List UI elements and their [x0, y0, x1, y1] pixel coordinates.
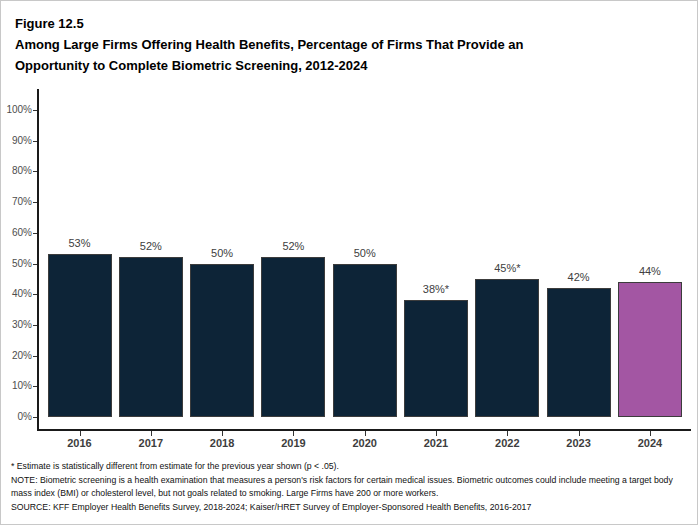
x-axis-tick [293, 431, 294, 436]
y-axis-tick [33, 386, 37, 387]
y-axis-tick [33, 202, 37, 203]
x-axis-tick [436, 431, 437, 436]
y-axis-tick-label: 50% [0, 259, 32, 269]
bar-value-label-2018: 50% [190, 247, 254, 259]
figure-12-5: Figure 12.5 Among Large Firms Offering H… [0, 0, 698, 525]
bar-value-label-2017: 52% [119, 240, 183, 252]
x-axis-tick [507, 431, 508, 436]
x-axis-tick [650, 431, 651, 436]
y-axis-tick-label: 30% [0, 320, 32, 330]
y-axis-tick [33, 417, 37, 418]
bar-2018 [190, 264, 254, 418]
y-axis-tick-label: 100% [0, 105, 32, 115]
bar-2021 [404, 300, 468, 417]
bar-value-label-2016: 53% [48, 237, 112, 249]
x-axis-tick [80, 431, 81, 436]
y-axis-tick [33, 356, 37, 357]
y-axis-tick-label: 80% [0, 166, 32, 176]
y-axis-tick [33, 171, 37, 172]
plot-area: 0% 10% 20% 30% 40% 50% 60% 70% 80% 90% 100% 53% 2016… [1, 1, 698, 525]
y-axis-tick-label: 90% [0, 136, 32, 146]
x-axis-label-2016: 2016 [44, 437, 116, 449]
bar-2019 [261, 257, 325, 417]
footnotes: * Estimate is statistically different fr… [11, 460, 693, 514]
y-axis-tick [33, 325, 37, 326]
y-axis-tick [33, 110, 37, 111]
x-axis-label-2019: 2019 [257, 437, 329, 449]
y-axis-line [37, 89, 39, 429]
x-axis-tick [579, 431, 580, 436]
x-axis-label-2018: 2018 [186, 437, 258, 449]
x-axis-label-2023: 2023 [543, 437, 615, 449]
bar-2020 [333, 264, 397, 418]
x-axis-label-2017: 2017 [115, 437, 187, 449]
bar-2022 [475, 279, 539, 417]
y-axis-tick [33, 294, 37, 295]
y-axis-tick [33, 233, 37, 234]
bar-2024 [618, 282, 682, 417]
y-axis-tick-label: 60% [0, 228, 32, 238]
y-axis-tick [33, 141, 37, 142]
x-axis-tick [222, 431, 223, 436]
bar-value-label-2019: 52% [261, 240, 325, 252]
bar-2023 [547, 288, 611, 417]
bar-value-label-2020: 50% [333, 247, 397, 259]
footnote-note: NOTE: Biometric screening is a health ex… [11, 474, 693, 501]
bar-2016 [48, 254, 112, 417]
bar-value-label-2024: 44% [618, 265, 682, 277]
y-axis-tick-label: 10% [0, 381, 32, 391]
bar-value-label-2022: 45%* [475, 262, 539, 274]
x-axis-label-2024: 2024 [614, 437, 686, 449]
y-axis-tick-label: 40% [0, 289, 32, 299]
x-axis-label-2020: 2020 [329, 437, 401, 449]
y-axis-tick [33, 264, 37, 265]
x-axis-tick [151, 431, 152, 436]
x-axis-tick [365, 431, 366, 436]
y-axis-tick-label: 20% [0, 351, 32, 361]
footnote-source: SOURCE: KFF Employer Health Benefits Sur… [11, 501, 693, 515]
bar-value-label-2023: 42% [547, 271, 611, 283]
bar-value-label-2021: 38%* [404, 283, 468, 295]
bar-2017 [119, 257, 183, 417]
y-axis-tick-label: 70% [0, 197, 32, 207]
x-axis-label-2021: 2021 [400, 437, 472, 449]
x-axis-label-2022: 2022 [471, 437, 543, 449]
footnote-significance: * Estimate is statistically different fr… [11, 460, 693, 474]
y-axis-tick-label: 0% [0, 412, 32, 422]
